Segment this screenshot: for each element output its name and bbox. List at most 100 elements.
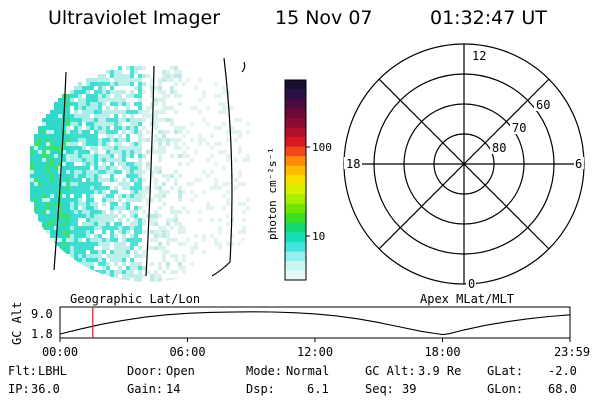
image-pixel [54,114,58,118]
image-pixel [86,106,90,110]
image-pixel [242,182,246,186]
image-pixel [238,182,242,186]
image-pixel [66,218,70,222]
image-pixel [142,274,146,278]
image-pixel [114,186,118,190]
auroral-pixels [30,66,250,282]
image-pixel [90,102,94,106]
image-pixel [66,94,70,98]
image-pixel [154,230,158,234]
image-pixel [38,198,42,202]
image-pixel [198,134,202,138]
image-pixel [70,130,74,134]
image-pixel [158,186,162,190]
image-pixel [46,146,50,150]
image-pixel [42,174,46,178]
image-pixel [150,278,154,282]
image-pixel [46,182,50,186]
image-pixel [170,254,174,258]
image-pixel [242,202,246,206]
image-pixel [34,186,38,190]
image-pixel [86,90,90,94]
image-pixel [94,250,98,254]
image-pixel [54,222,58,226]
image-pixel [122,78,126,82]
image-pixel [154,218,158,222]
image-pixel [30,146,34,150]
image-pixel [122,230,126,234]
image-pixel [142,90,146,94]
image-pixel [138,130,142,134]
image-pixel [58,238,62,242]
image-pixel [102,162,106,166]
image-pixel [242,230,246,234]
image-pixel [198,138,202,142]
image-pixel [54,194,58,198]
image-pixel [62,134,66,138]
image-pixel [122,166,126,170]
image-pixel [30,162,34,166]
image-pixel [138,78,142,82]
image-pixel [46,178,50,182]
image-pixel [142,250,146,254]
image-pixel [210,134,214,138]
image-pixel [86,226,90,230]
image-pixel [90,262,94,266]
image-pixel [94,218,98,222]
image-pixel [38,154,42,158]
image-pixel [246,158,250,162]
image-pixel [126,250,130,254]
image-pixel [126,266,130,270]
image-pixel [98,106,102,110]
image-pixel [182,190,186,194]
image-pixel [74,154,78,158]
label-bg-12 [470,50,486,62]
image-pixel [102,198,106,202]
image-pixel [94,106,98,110]
image-pixel [58,210,62,214]
image-pixel [114,222,118,226]
image-pixel [82,222,86,226]
colorbar-segment [285,118,306,129]
image-pixel [110,154,114,158]
image-pixel [118,250,122,254]
image-pixel [122,254,126,258]
image-pixel [66,150,70,154]
image-pixel [78,202,82,206]
image-pixel [138,174,142,178]
image-pixel [106,266,110,270]
image-pixel [126,194,130,198]
image-pixel [94,254,98,258]
image-pixel [134,78,138,82]
image-pixel [98,142,102,146]
image-pixel [138,158,142,162]
image-pixel [138,266,142,270]
image-pixel [122,74,126,78]
image-pixel [50,194,54,198]
image-pixel [62,242,66,246]
image-pixel [102,218,106,222]
image-pixel [118,126,122,130]
image-pixel [94,98,98,102]
image-pixel [66,234,70,238]
image-pixel [62,194,66,198]
image-pixel [134,178,138,182]
image-pixel [98,154,102,158]
image-pixel [78,194,82,198]
image-pixel [66,190,70,194]
image-pixel [218,226,222,230]
image-pixel [74,226,78,230]
time-label: 01:32:47 UT [430,7,547,29]
image-pixel [86,122,90,126]
image-pixel [94,166,98,170]
image-pixel [166,70,170,74]
image-pixel [174,278,178,282]
image-pixel [78,90,82,94]
image-pixel [126,182,130,186]
image-pixel [74,118,78,122]
image-pixel [50,142,54,146]
image-pixel [158,142,162,146]
label-bg-18 [344,157,362,169]
image-pixel [86,186,90,190]
image-pixel [86,238,90,242]
